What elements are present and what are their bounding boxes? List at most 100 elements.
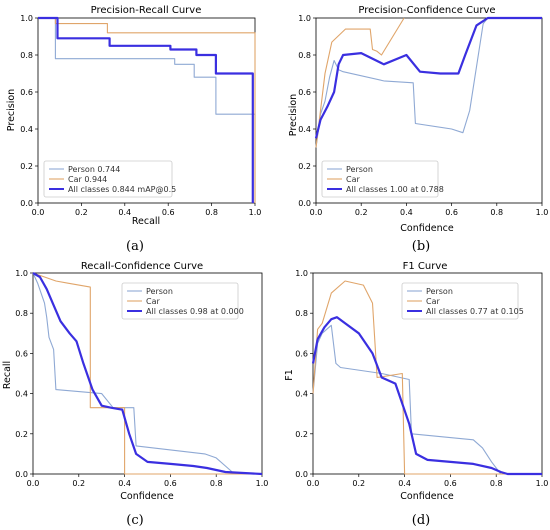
x-tick-label: 1.0 [536, 208, 549, 217]
legend-entry: All classes 1.00 at 0.788 [346, 185, 444, 194]
tick-labels: 0.0 0.2 0.4 0.6 0.8 1.0 0.0 0.2 0.4 0.6 0.8 1.0 [15, 269, 268, 488]
f1-curve-panel: F1 Curve 0.0 0.2 0.4 0.6 0.8 1.00.00.20.40.60… [284, 261, 548, 528]
panel-caption: (b) [412, 239, 430, 254]
y-tick-label: 0.6 [15, 349, 28, 358]
legend-box [321, 160, 439, 198]
tick-labels: 0.0 0.2 0.4 0.6 0.8 1.0 0.0 0.2 0.4 0.6 0.8 1.0 [298, 14, 548, 217]
precision-recall-panel: Precision-Recall Curve 0.0 0.2 0.4 0.6 0.8 1.… [6, 5, 261, 254]
person-series-line [32, 272, 262, 475]
panel-caption: (a) [126, 239, 144, 254]
legend-entry: Car [146, 297, 160, 306]
legend-entry: Person 0.744 [68, 165, 120, 174]
y-tick-label: 0.8 [298, 51, 311, 60]
y-tick-label: 0.0 [298, 199, 311, 208]
legend-entry: Person [346, 165, 373, 174]
x-axis-label: Confidence [400, 491, 454, 502]
recall-confidence-panel: Recall-Confidence Curve 0.0 0.2 0.4 0.6 0.8 1… [2, 261, 268, 528]
x-tick-label: 0.4 [398, 479, 411, 488]
x-tick-label: 1.0 [256, 479, 269, 488]
x-tick-label: 0.0 [32, 208, 45, 217]
y-tick-label: 0.6 [20, 88, 33, 97]
legend-box [401, 282, 519, 320]
x-tick-label: 0.2 [75, 208, 88, 217]
y-tick-label: 1.0 [20, 14, 33, 23]
panel-caption: (d) [412, 513, 430, 528]
y-tick-label: 0.0 [295, 470, 308, 479]
y-tick-label: 0.6 [295, 349, 308, 358]
y-tick-label: 0.2 [15, 430, 28, 439]
person-series-line [38, 17, 256, 203]
legend-entry: All classes 0.77 at 0.105 [426, 307, 524, 316]
y-axis-label: Recall [2, 361, 13, 389]
x-tick-label: 1.0 [536, 479, 549, 488]
y-tick-label: 0.4 [15, 390, 28, 399]
legend-entry: Car [426, 297, 440, 306]
x-axis-label: Confidence [120, 491, 174, 502]
y-tick-label: 0.8 [20, 51, 33, 60]
x-tick-label: 0.8 [205, 208, 218, 217]
y-tick-label: 0.6 [298, 88, 311, 97]
x-tick-label: 0.0 [307, 479, 320, 488]
all-series-line [311, 316, 542, 476]
x-tick-label: 0.8 [210, 479, 223, 488]
y-axis-label: Precision [288, 94, 299, 136]
y-tick-label: 1.0 [15, 269, 28, 278]
chart-title: Precision-Recall Curve [91, 5, 202, 16]
legend-entry: All classes 0.844 mAP@0.5 [68, 185, 176, 194]
all-series-line [314, 16, 542, 139]
curves [32, 272, 263, 476]
panel-caption: (c) [126, 513, 143, 528]
x-tick-label: 0.0 [27, 479, 40, 488]
y-axis-label: F1 [284, 369, 295, 381]
x-tick-label: 0.6 [444, 479, 457, 488]
x-tick-label: 0.8 [490, 479, 503, 488]
y-tick-label: 0.2 [295, 430, 308, 439]
car-series-line [32, 272, 262, 475]
legend-entry: Person [426, 287, 453, 296]
y-tick-label: 0.2 [298, 162, 311, 171]
x-tick-label: 0.6 [162, 208, 175, 217]
legend-box [121, 282, 239, 320]
y-tick-label: 0.4 [20, 125, 33, 134]
tick-labels: 0.0 0.2 0.4 0.6 0.8 1.0 0.0 0.2 0.4 0.6 0.8 1.0 [295, 269, 548, 488]
x-tick-label: 0.6 [164, 479, 177, 488]
legend-entry: Person [146, 287, 173, 296]
legend-box [43, 160, 173, 198]
chart-title: F1 Curve [403, 261, 448, 272]
legend-entry: All classes 0.98 at 0.000 [146, 307, 244, 316]
y-tick-label: 0.0 [20, 199, 33, 208]
legend-entry: Car 0.944 [68, 175, 107, 184]
x-axis-label: Recall [132, 216, 160, 227]
all-series-line [32, 272, 263, 476]
x-tick-label: 0.2 [72, 479, 85, 488]
curves [311, 280, 542, 476]
y-tick-label: 1.0 [295, 269, 308, 278]
x-tick-label: 0.6 [445, 208, 458, 217]
x-tick-label: 0.4 [118, 479, 131, 488]
y-axis-label: Precision [6, 89, 17, 131]
all-series-line [38, 16, 254, 203]
curves [38, 16, 256, 203]
y-tick-label: 1.0 [298, 14, 311, 23]
car-series-line [315, 17, 405, 148]
x-tick-label: 1.0 [249, 208, 262, 217]
x-tick-label: 0.4 [400, 208, 413, 217]
chart-title: Recall-Confidence Curve [81, 261, 203, 272]
y-tick-label: 0.4 [298, 125, 311, 134]
y-tick-label: 0.8 [15, 309, 28, 318]
person-series-line [315, 17, 542, 148]
x-tick-label: 0.2 [352, 479, 365, 488]
x-axis-label: Confidence [400, 223, 454, 234]
x-tick-label: 0.4 [118, 208, 131, 217]
x-tick-label: 0.0 [310, 208, 323, 217]
legend-entry: Car [346, 175, 360, 184]
y-tick-label: 0.4 [295, 390, 308, 399]
tick-labels: 0.0 0.2 0.4 0.6 0.8 1.0 0.0 0.2 0.4 0.6 0.8 1.0 [20, 14, 261, 217]
y-tick-label: 0.8 [295, 309, 308, 318]
precision-confidence-panel: Precision-Confidence Curve 0.0 0.2 0.4 0.6 0… [288, 5, 548, 254]
